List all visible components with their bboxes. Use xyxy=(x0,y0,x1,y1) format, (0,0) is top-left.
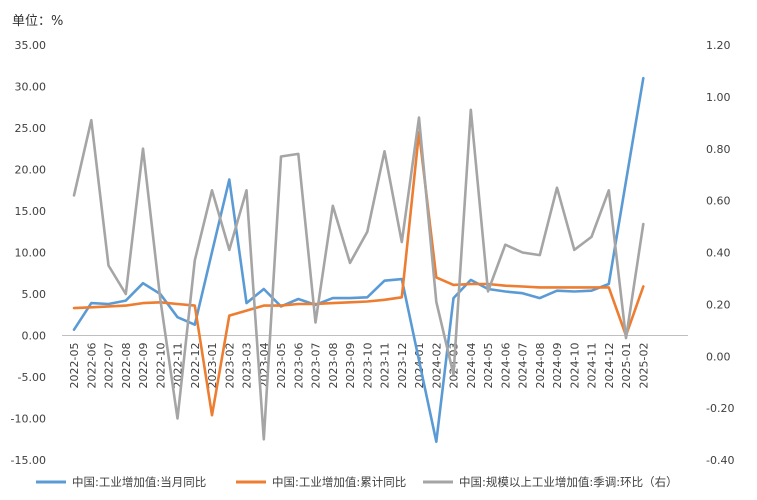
x-tick-label: 2023-03 xyxy=(241,343,254,389)
x-tick-label: 2022-05 xyxy=(68,343,81,389)
x-tick-label: 2022-08 xyxy=(120,343,133,389)
x-tick-label: 2022-07 xyxy=(103,343,116,389)
x-tick-label: 2025-01 xyxy=(620,343,633,389)
y-right-tick-label: 1.00 xyxy=(706,91,731,104)
y-left-tick-label: -5.00 xyxy=(18,371,46,384)
x-tick-label: 2024-02 xyxy=(430,343,443,389)
x-tick-label: 2022-09 xyxy=(137,343,150,389)
y-left-tick-label: 10.00 xyxy=(15,247,47,260)
y-left-tick-label: 35.00 xyxy=(15,39,47,52)
x-tick-label: 2024-07 xyxy=(517,343,530,389)
y-left-tick-label: 25.00 xyxy=(15,122,47,135)
legend-label: 中国:规模以上工业增加值:季调:环比（右） xyxy=(459,475,678,489)
unit-label: 单位：% xyxy=(12,14,64,29)
x-tick-label: 2024-04 xyxy=(465,343,478,389)
x-tick-label: 2023-10 xyxy=(361,343,374,389)
x-tick-label: 2023-05 xyxy=(275,343,288,389)
x-tick-label: 2023-08 xyxy=(327,343,340,389)
x-tick-label: 2023-02 xyxy=(223,343,236,389)
x-tick-label: 2024-08 xyxy=(534,343,547,389)
series-line-2 xyxy=(72,130,645,417)
legend-label: 中国:工业增加值:累计同比 xyxy=(272,475,406,489)
x-tick-label: 2023-01 xyxy=(206,343,219,389)
x-tick-label: 2024-09 xyxy=(551,343,564,389)
y-right-tick-label: 1.20 xyxy=(706,39,731,52)
series-line-1 xyxy=(72,76,645,443)
x-tick-label: 2023-12 xyxy=(396,343,409,389)
x-tick-label: 2023-11 xyxy=(379,343,392,389)
y-left-tick-label: 15.00 xyxy=(15,205,47,218)
y-right-tick-label: 0.60 xyxy=(706,195,731,208)
x-tick-label: 2024-10 xyxy=(568,343,581,389)
x-tick-label: 2022-10 xyxy=(154,343,167,389)
y-right-tick-label: -0.40 xyxy=(706,454,734,467)
x-tick-label: 2023-09 xyxy=(344,343,357,389)
y-left-tick-label: 20.00 xyxy=(15,164,47,177)
y-right-tick-label: -0.20 xyxy=(706,402,734,415)
y-right-tick-label: 0.40 xyxy=(706,247,731,260)
x-tick-label: 2022-06 xyxy=(85,343,98,389)
x-tick-label: 2024-11 xyxy=(586,343,599,389)
x-tick-label: 2023-06 xyxy=(292,343,305,389)
x-tick-label: 2024-12 xyxy=(603,343,616,389)
y-right-tick-label: 0.20 xyxy=(706,298,731,311)
y-left-tick-label: 0.00 xyxy=(22,330,47,343)
legend-label: 中国:工业增加值:当月同比 xyxy=(72,475,206,489)
y-left-tick-label: -15.00 xyxy=(11,454,46,467)
y-right-tick-label: 0.00 xyxy=(706,350,731,363)
y-left-tick-label: 5.00 xyxy=(22,288,47,301)
x-tick-label: 2024-06 xyxy=(499,343,512,389)
series-line-3 xyxy=(72,108,645,441)
x-tick-label: 2023-07 xyxy=(310,343,323,389)
y-left-tick-label: 30.00 xyxy=(15,81,47,94)
x-tick-label: 2022-12 xyxy=(189,343,202,389)
y-right-tick-label: 0.80 xyxy=(706,143,731,156)
y-left-tick-label: -10.00 xyxy=(11,413,46,426)
x-tick-label: 2024-05 xyxy=(482,343,495,389)
x-tick-label: 2025-02 xyxy=(637,343,650,389)
